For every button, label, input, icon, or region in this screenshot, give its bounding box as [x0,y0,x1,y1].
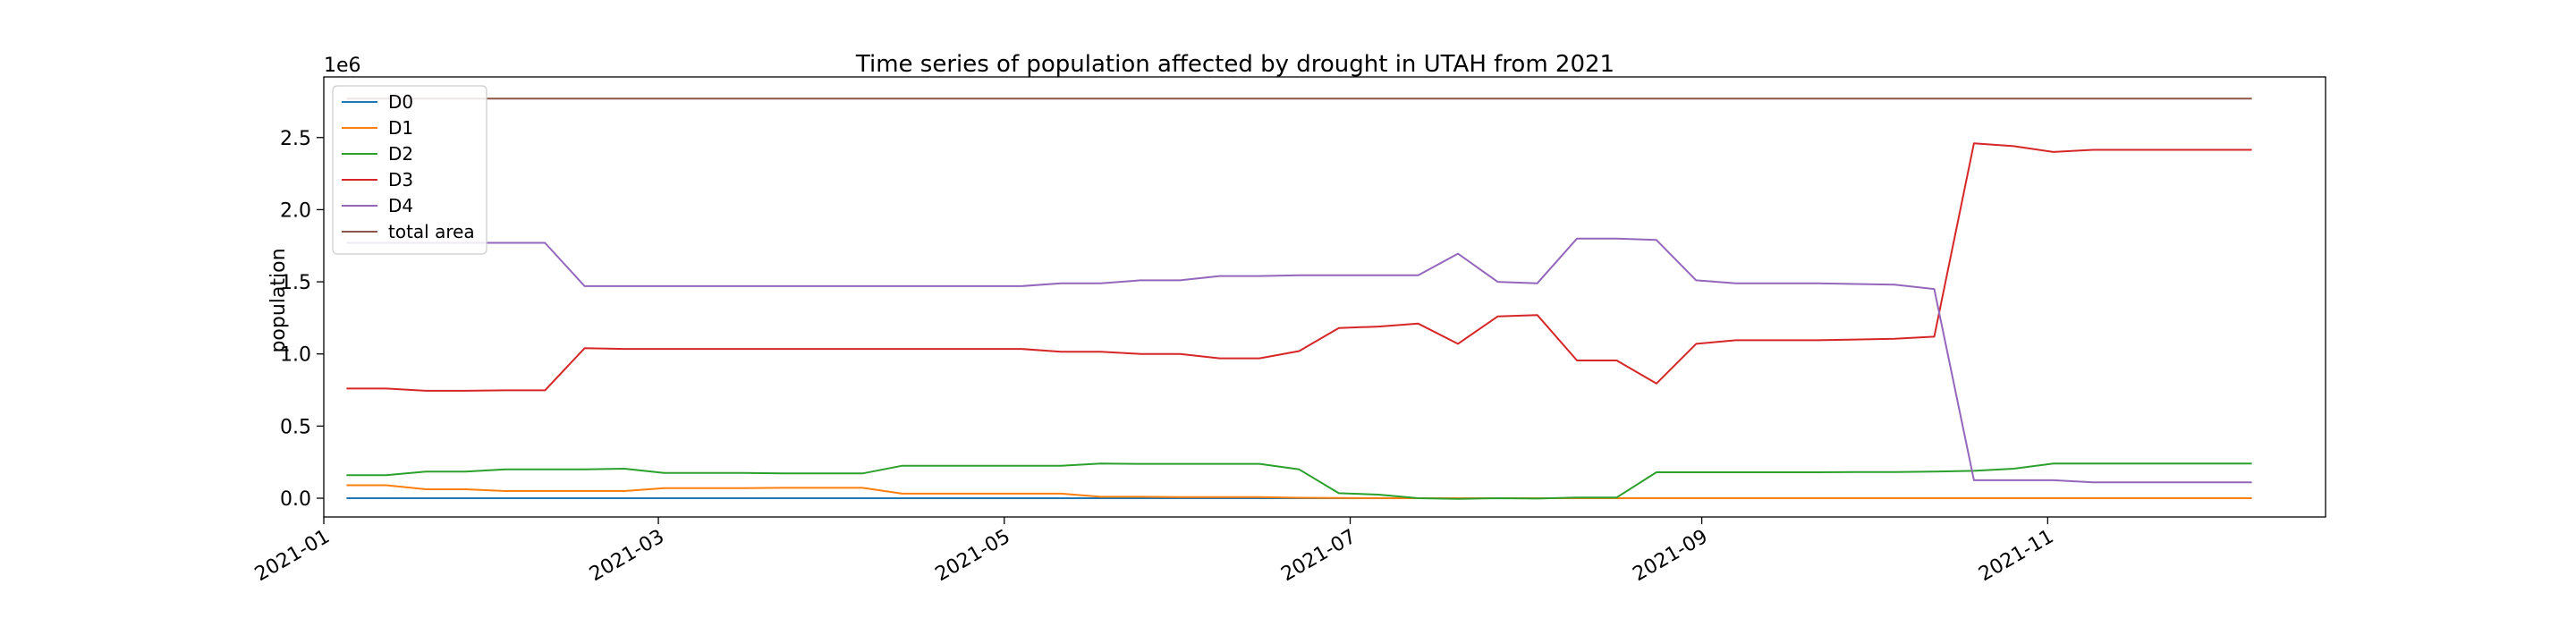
y-axis-title: population [267,248,290,352]
x-tick-label: 2021-01 [251,526,334,587]
y-axis-multiplier: 1e6 [324,55,361,77]
y-tick-label: 0.0 [280,488,311,511]
x-tick-label: 2021-05 [932,526,1014,587]
legend: D0 D1 D2 D3 D4 total area [332,85,487,255]
x-tick-label: 2021-03 [586,526,668,587]
legend-label: D4 [388,195,413,216]
legend-label: D1 [388,117,413,139]
legend-label: D3 [388,169,413,191]
y-tick-label: 1.5 [280,272,311,294]
x-tick-label: 2021-07 [1277,526,1360,587]
chart-title: Time series of population affected by dr… [855,51,1614,78]
series-line-d1 [346,484,2252,499]
series-line-d3 [346,142,2252,392]
series-line-d4 [346,237,2252,484]
y-tick-label: 0.5 [280,416,311,438]
plot-area-frame [323,76,2326,518]
series-lines [346,97,2252,500]
x-tick-label: 2021-11 [1975,526,2057,587]
y-tick-label: 2.5 [280,128,311,150]
legend-label: D2 [388,143,413,165]
legend-label: total area [388,221,475,242]
y-tick-label: 2.0 [280,199,311,222]
x-tick-label: 2021-09 [1629,526,1711,587]
legend-label: D0 [388,91,413,113]
series-line-d2 [346,462,2252,500]
y-tick-label: 1.0 [280,344,311,367]
